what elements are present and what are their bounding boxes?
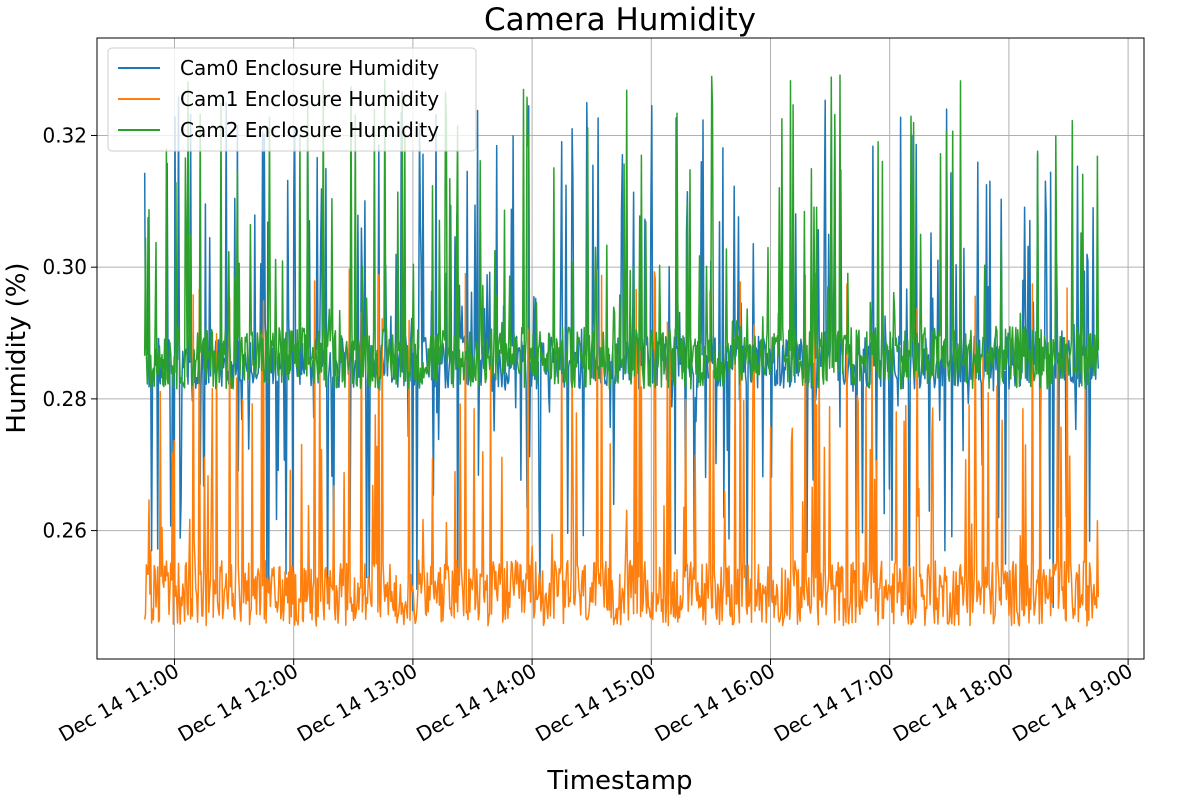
series-line-cam1 xyxy=(143,268,1100,627)
legend: Cam0 Enclosure Humidity Cam1 Enclosure Hu… xyxy=(107,47,477,152)
legend-box xyxy=(107,47,477,152)
series-line-cam2 xyxy=(143,74,1100,390)
y-axis-label: Humidity (%) xyxy=(2,262,32,433)
y-tick-label: 0.30 xyxy=(42,255,87,279)
y-tick-label: 0.32 xyxy=(42,123,87,147)
y-tick-label: 0.26 xyxy=(42,519,87,543)
series-layer xyxy=(143,74,1100,627)
chart-title: Camera Humidity xyxy=(484,2,756,38)
y-axis: 0.26 0.28 0.30 0.32 xyxy=(42,123,97,543)
y-tick-label: 0.28 xyxy=(42,387,87,411)
legend-label: Cam0 Enclosure Humidity xyxy=(180,56,439,80)
plot-frame xyxy=(96,37,1145,660)
x-axis-label: Timestamp xyxy=(546,766,692,796)
series-line-cam0 xyxy=(143,96,1100,612)
legend-label: Cam2 Enclosure Humidity xyxy=(180,118,439,142)
legend-label: Cam1 Enclosure Humidity xyxy=(180,87,439,111)
